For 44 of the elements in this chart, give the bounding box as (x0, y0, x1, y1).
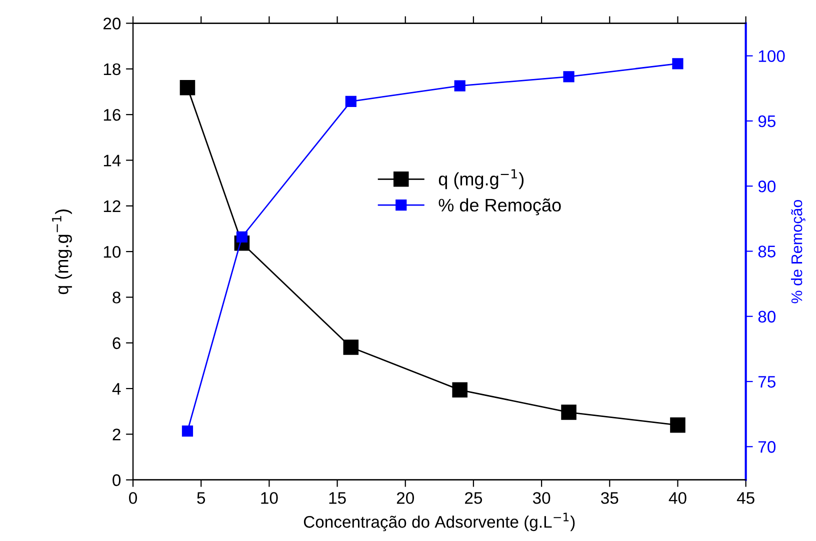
point (454, 80, 466, 92)
y-tick-label: 6 (112, 337, 120, 350)
x-tick-label: 15 (329, 492, 346, 504)
x-tick-label: 45 (736, 492, 754, 504)
y-tick-label: 18 (104, 63, 120, 76)
y-axis-title: q (mg.g$^{−1}$) (52, 210, 72, 294)
x-tick-label: 5 (197, 492, 206, 504)
y-tick-label: 0 (112, 474, 121, 486)
y2-tick-label: 75 (758, 376, 776, 388)
y-tick-label: 8 (112, 292, 120, 304)
x-axis-title: Concentração do Adsorvente (g.L$^{−1}$) (304, 512, 575, 532)
y2-tick-label: 85 (758, 246, 776, 258)
x-tick-label: 40 (668, 492, 686, 504)
point (180, 80, 196, 96)
y-tick-label: 10 (104, 246, 121, 258)
point (343, 340, 359, 355)
y2-tick-label: 80 (758, 310, 776, 323)
point (670, 417, 686, 433)
y-tick-label: 16 (104, 108, 120, 121)
point (236, 231, 248, 242)
x-tick-label: 25 (465, 492, 482, 504)
y2-tick-label: 70 (758, 441, 776, 453)
point (452, 382, 468, 398)
y2-tick-label: 100 (758, 50, 785, 62)
y-tick-label: 2 (112, 428, 120, 440)
y2-tick-label: 90 (758, 180, 776, 192)
y-tick-label: 4 (112, 383, 121, 395)
x-tick-label: 10 (261, 492, 278, 504)
point (563, 71, 574, 82)
point (182, 425, 194, 437)
x-tick-label: 35 (601, 492, 618, 504)
y2-tick-label: 95 (758, 115, 776, 128)
y2-axis-title: % de Remoção (790, 200, 806, 304)
x-tick-label: 30 (532, 492, 550, 504)
x-tick-label: 0 (129, 492, 137, 504)
point (561, 404, 576, 420)
legend-label: % de Remoção (438, 198, 561, 216)
y-tick-label: 14 (104, 154, 121, 166)
legend-label: q (mg.g$^{−1}$) (438, 169, 524, 190)
x-tick-label: 20 (396, 492, 414, 504)
y-tick-label: 12 (104, 200, 120, 212)
point (345, 96, 356, 107)
y-tick-label: 20 (104, 18, 121, 30)
point (672, 58, 684, 70)
